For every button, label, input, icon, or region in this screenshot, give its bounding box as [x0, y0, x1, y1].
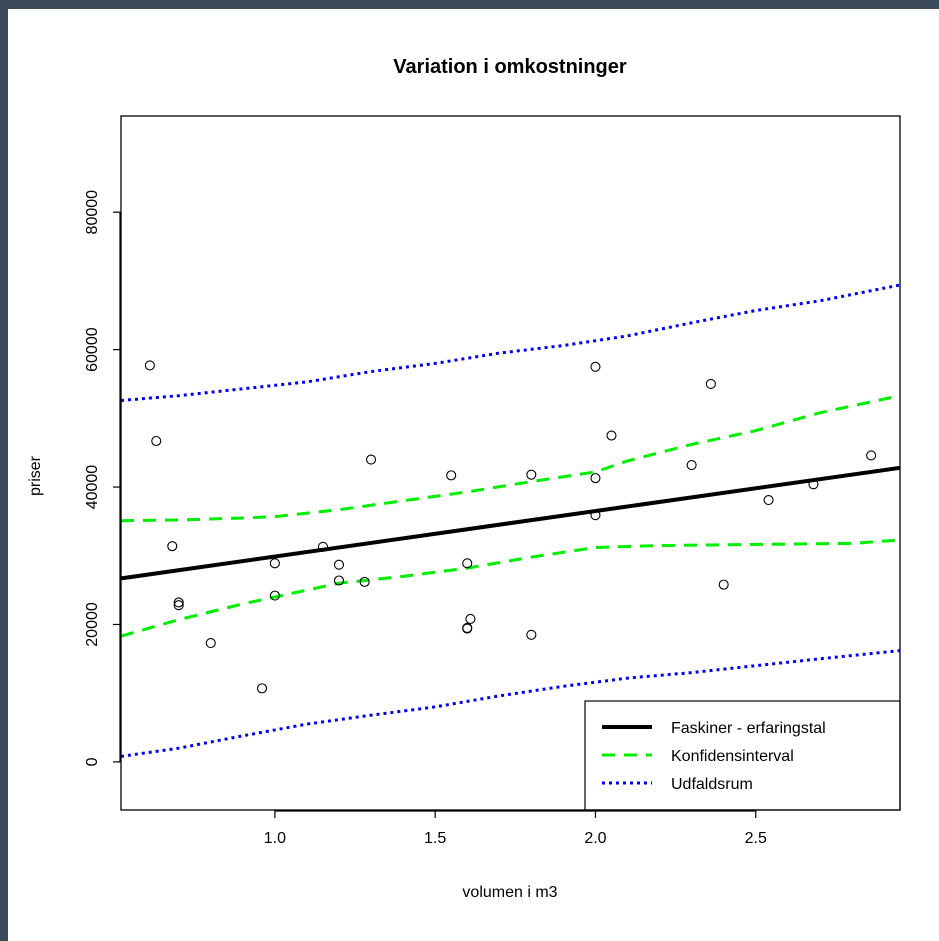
x-tick-label: 2.5	[745, 830, 767, 847]
data-point	[462, 623, 473, 634]
data-point	[705, 378, 716, 390]
y-axis-label: priser	[27, 455, 44, 496]
legend-label: Udfaldsrum	[671, 776, 753, 793]
series-line-dashed	[120, 394, 901, 523]
scatter-chart: Variation i omkostninger volumen i m3 pr…	[27, 56, 901, 901]
data-point	[333, 575, 345, 586]
data-point	[205, 637, 216, 649]
x-axis-label: volumen i m3	[462, 884, 557, 901]
data-point	[257, 683, 268, 694]
data-point	[526, 469, 537, 480]
y-tick-label: 40000	[84, 465, 101, 510]
legend-label: Konfidensinterval	[671, 748, 794, 765]
x-tick-label: 2.0	[584, 830, 606, 847]
data-point	[808, 479, 819, 490]
series-line-dotted	[120, 283, 901, 402]
chart-frame: Variation i omkostninger volumen i m3 pr…	[8, 9, 939, 941]
data-point	[462, 558, 473, 569]
y-tick-label: 20000	[84, 602, 101, 647]
x-tick-label: 1.0	[264, 830, 286, 847]
series-lines	[120, 283, 901, 758]
data-point	[606, 430, 617, 441]
data-point	[465, 613, 476, 625]
legend: Faskiner - erfaringstal Konfidensinterval…	[584, 700, 901, 811]
axes: 1.0 1.5 2.0 2.5 0 20000 40000 60000 80000	[84, 190, 767, 847]
data-point	[365, 454, 377, 465]
legend-label: Faskiner - erfaringstal	[671, 720, 826, 737]
data-point	[590, 473, 601, 484]
data-point	[686, 460, 697, 471]
data-point	[167, 541, 178, 552]
data-point	[269, 590, 280, 601]
data-point	[359, 576, 370, 587]
y-tick-label: 60000	[84, 327, 101, 372]
data-point	[173, 600, 184, 611]
data-point	[590, 361, 601, 372]
data-point	[718, 579, 729, 590]
data-point	[526, 629, 537, 640]
y-tick-label: 0	[84, 757, 101, 766]
legend-box	[584, 700, 901, 811]
series-line-dashed	[120, 538, 901, 638]
x-tick-label: 1.5	[424, 830, 446, 847]
data-point	[173, 597, 184, 608]
data-point	[144, 360, 155, 371]
data-points	[144, 360, 877, 694]
data-point	[151, 435, 162, 447]
chart-title: Variation i omkostninger	[393, 56, 627, 78]
data-point	[446, 470, 457, 481]
series-line-solid	[120, 465, 901, 581]
data-point	[333, 559, 345, 570]
data-point	[763, 495, 774, 506]
plot-box	[120, 115, 901, 811]
data-point	[866, 450, 877, 461]
data-point	[269, 558, 280, 569]
data-point	[590, 510, 601, 521]
data-point	[317, 541, 329, 552]
y-tick-label: 80000	[84, 190, 101, 235]
